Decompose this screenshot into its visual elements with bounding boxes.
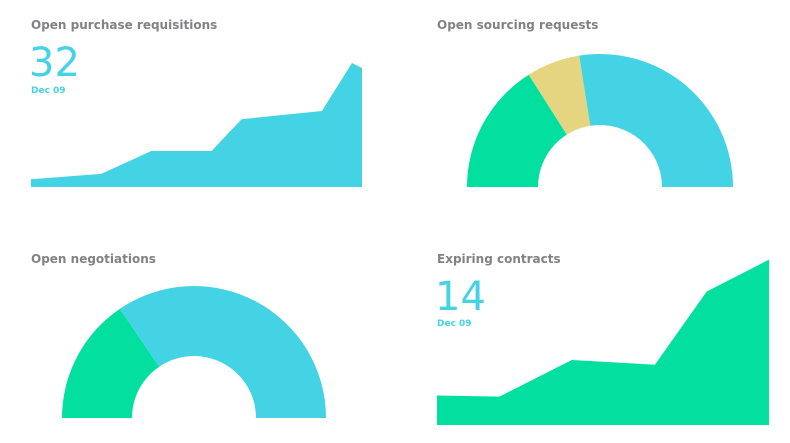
- donut-segment: [62, 308, 160, 418]
- headline-date: Dec 09: [437, 319, 472, 329]
- area: [437, 259, 769, 425]
- area: [31, 63, 362, 187]
- donut-segment: [528, 55, 591, 135]
- chart-title: Open purchase requisitions: [31, 18, 217, 32]
- headline-value: 32: [29, 40, 80, 86]
- headline-date: Dec 09: [31, 86, 66, 96]
- donut-segment: [119, 286, 326, 418]
- chart-title: Open sourcing requests: [437, 18, 598, 32]
- chart-title: Open negotiations: [31, 252, 156, 266]
- donut-segment: [467, 74, 567, 187]
- chart-title: Expiring contracts: [437, 252, 561, 266]
- donut-segment: [579, 53, 733, 187]
- headline-value: 14: [435, 274, 486, 320]
